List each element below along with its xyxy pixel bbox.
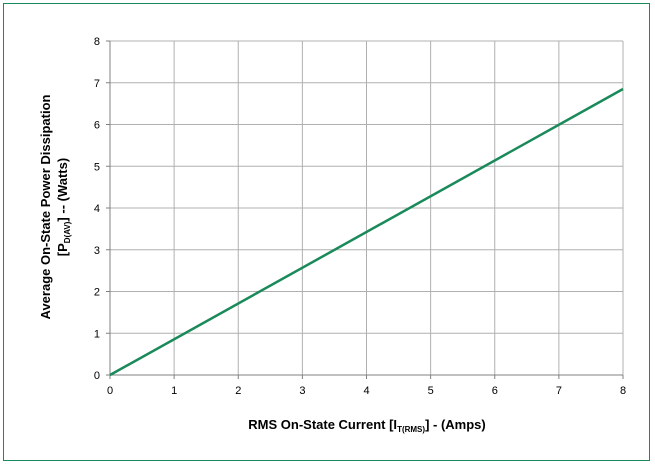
x-tick-label: 7 xyxy=(556,385,562,397)
chart-frame xyxy=(3,3,650,461)
x-axis-title-main: RMS On-State Current [I xyxy=(248,417,397,432)
y-tick-label: 2 xyxy=(94,287,100,299)
y-axis-title-line2-sub: D(AV) xyxy=(63,221,72,243)
y-tick-labels: 0 1 2 3 4 5 6 7 8 xyxy=(94,36,100,382)
x-tick-label: 8 xyxy=(620,385,626,397)
y-tick-label: 8 xyxy=(94,36,100,48)
x-tick-label: 6 xyxy=(492,385,498,397)
y-tick-label: 4 xyxy=(94,203,100,215)
y-tick-label: 5 xyxy=(94,161,100,173)
y-axis-title-line2-tail: ] -- (Watts) xyxy=(55,158,70,222)
y-axis-title-line1: Average On-State Power Dissipation xyxy=(38,94,53,319)
x-axis-title-tail: ] - (Amps) xyxy=(425,417,486,432)
x-tick-label: 4 xyxy=(363,385,369,397)
x-tick-labels: 0 1 2 3 4 5 6 7 8 xyxy=(107,385,626,397)
y-axis-title-line2-main: [P xyxy=(55,243,70,256)
x-axis-title-sub: T(RMS) xyxy=(397,425,425,434)
grid xyxy=(106,40,624,379)
y-tick-label: 3 xyxy=(94,245,100,257)
y-tick-label: 7 xyxy=(94,78,100,90)
y-tick-label: 1 xyxy=(94,328,100,340)
x-axis-title: RMS On-State Current [IT(RMS)] - (Amps) xyxy=(248,417,485,434)
x-tick-label: 2 xyxy=(235,385,241,397)
x-tick-label: 1 xyxy=(171,385,177,397)
y-axis-title: Average On-State Power Dissipation [PD(A… xyxy=(38,94,72,319)
x-tick-label: 5 xyxy=(428,385,434,397)
series-line xyxy=(109,87,624,377)
y-tick-label: 6 xyxy=(94,120,100,132)
y-axis-title-line2: [PD(AV)] -- (Watts) xyxy=(55,158,72,256)
x-tick-label: 3 xyxy=(299,385,305,397)
x-tick-label: 0 xyxy=(107,385,113,397)
series-lines xyxy=(109,87,624,377)
y-tick-label: 0 xyxy=(94,370,100,382)
